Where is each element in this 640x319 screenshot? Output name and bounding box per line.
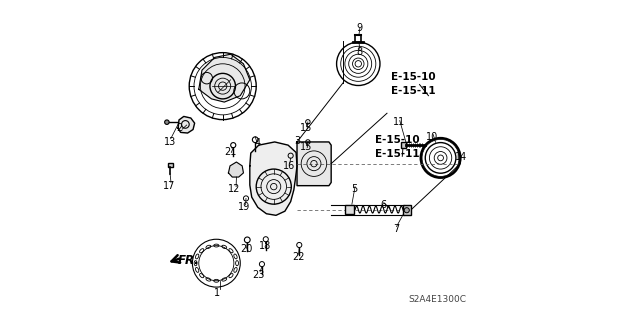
Text: 6: 6 [380, 200, 386, 210]
Text: S2A4E1300C: S2A4E1300C [408, 295, 466, 304]
Text: 1: 1 [214, 288, 220, 298]
Bar [345, 205, 355, 214]
Text: 15: 15 [300, 142, 313, 152]
Text: E-15-11: E-15-11 [391, 86, 436, 96]
Polygon shape [199, 54, 250, 102]
Text: FR.: FR. [178, 254, 200, 267]
Text: 14: 14 [455, 152, 467, 162]
Text: 2: 2 [176, 122, 182, 133]
Text: 17: 17 [163, 181, 175, 191]
Text: 22: 22 [292, 252, 305, 262]
Text: E-15-10: E-15-10 [391, 72, 436, 82]
Text: 9: 9 [356, 23, 363, 33]
Text: 18: 18 [259, 241, 271, 251]
Bar [168, 163, 173, 167]
Text: 7: 7 [393, 224, 399, 234]
Polygon shape [250, 142, 297, 215]
Circle shape [404, 208, 410, 213]
Text: 12: 12 [228, 184, 241, 194]
Text: 11: 11 [393, 117, 405, 127]
Polygon shape [228, 162, 243, 177]
Text: 5: 5 [351, 184, 358, 194]
Circle shape [164, 120, 169, 124]
Text: 23: 23 [253, 270, 265, 280]
Text: 19: 19 [238, 202, 250, 212]
Bar [401, 142, 406, 148]
Text: 4: 4 [255, 138, 261, 148]
Text: 10: 10 [426, 131, 438, 142]
Bar [403, 205, 411, 215]
Text: 21: 21 [224, 147, 236, 158]
Polygon shape [297, 142, 331, 186]
Text: E-15-11: E-15-11 [375, 149, 419, 159]
Text: 20: 20 [240, 244, 252, 255]
Text: 15: 15 [300, 122, 313, 133]
Polygon shape [178, 116, 195, 133]
Text: E-15-10: E-15-10 [375, 135, 419, 145]
Text: 8: 8 [356, 47, 363, 57]
Text: 13: 13 [164, 137, 176, 147]
Text: 16: 16 [283, 161, 295, 171]
Text: 3: 3 [294, 136, 300, 146]
